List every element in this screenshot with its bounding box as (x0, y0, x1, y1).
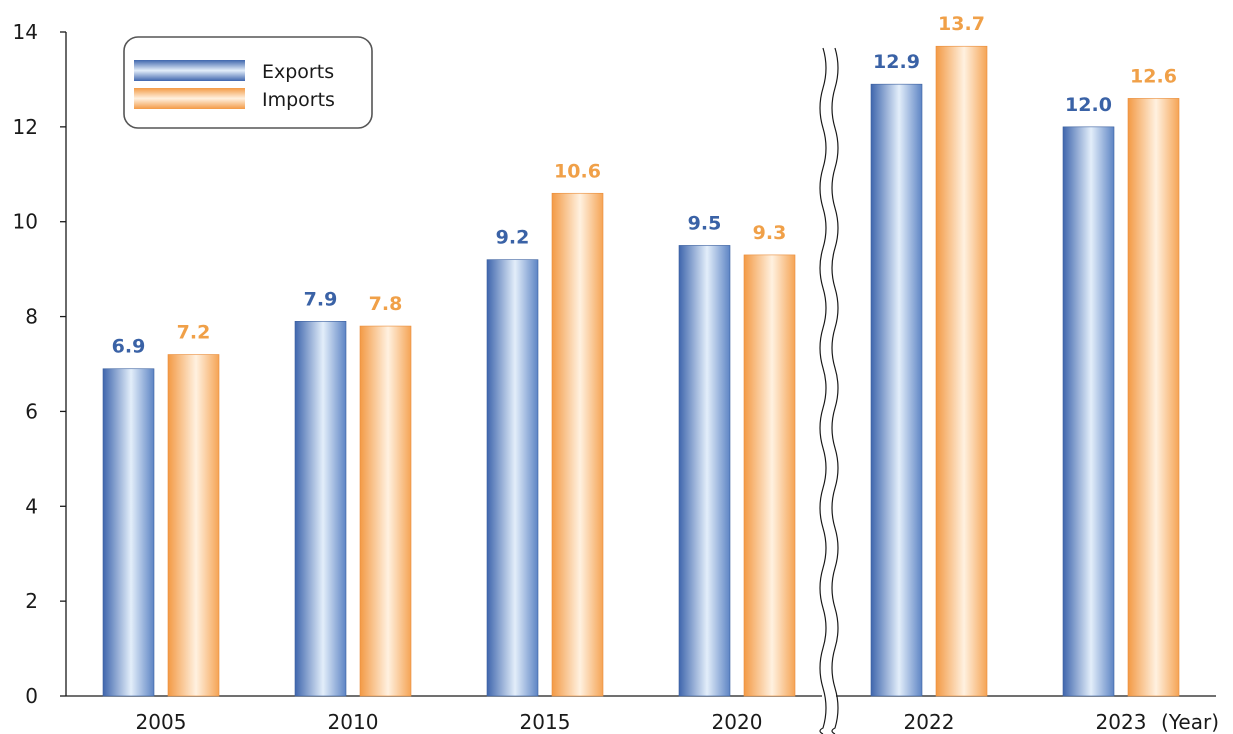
x-tick-label: 2020 (712, 710, 763, 734)
data-labels: 6.9 7.9 9.2 9.5 12.9 12.0 7.2 7.8 10.6 9.3 13.7 12.… (112, 13, 1177, 358)
legend-swatch-exports (134, 60, 245, 81)
x-tick-label: 2022 (904, 710, 955, 734)
data-label-exports-2015: 9.2 (496, 227, 530, 249)
data-label-exports-2023: 12.0 (1065, 94, 1112, 116)
y-tick-label: 6 (25, 399, 38, 423)
data-label-imports-2015: 10.6 (554, 160, 601, 182)
data-label-exports-2005: 6.9 (112, 336, 146, 358)
legend-label-imports: Imports (262, 89, 335, 111)
bar-exports-2022 (870, 83, 923, 697)
axis-break (819, 47, 839, 734)
y-tick-label: 10 (13, 210, 38, 234)
data-label-exports-2010: 7.9 (304, 288, 338, 310)
data-label-exports-2020: 9.5 (688, 212, 722, 234)
axis-break-band (822, 48, 836, 734)
x-tick-label: 2010 (328, 710, 379, 734)
data-label-exports-2022: 12.9 (873, 51, 920, 73)
data-label-imports-2010: 7.8 (369, 293, 403, 315)
x-axis: 2005 2010 2015 2020 2022 2023 (Year) (66, 695, 1219, 734)
x-tick-label: 2023 (1096, 710, 1147, 734)
data-label-imports-2020: 9.3 (753, 222, 787, 244)
x-tick-label: 2005 (136, 710, 187, 734)
legend-swatch-imports (134, 88, 245, 109)
bar-imports-2020 (743, 254, 796, 697)
bar-exports-2005 (102, 368, 155, 697)
bar-exports-2020 (678, 245, 731, 697)
bar-exports-2010 (294, 321, 347, 697)
y-tick-label: 14 (13, 20, 38, 44)
y-axis: 0 2 4 6 8 10 12 14 (13, 20, 67, 708)
bar-imports-2023 (1127, 98, 1180, 697)
y-tick-label: 0 (25, 684, 38, 708)
legend-box (123, 36, 373, 129)
data-label-imports-2005: 7.2 (177, 322, 211, 344)
bar-exports-2015 (486, 259, 539, 697)
data-label-imports-2022: 13.7 (938, 13, 985, 35)
x-tick-label: 2015 (520, 710, 571, 734)
y-tick-label: 8 (25, 305, 38, 329)
legend-label-exports: Exports (262, 61, 334, 83)
data-label-imports-2023: 12.6 (1130, 65, 1177, 87)
x-axis-unit-label: (Year) (1161, 710, 1219, 734)
axis-break-line-right (831, 47, 839, 734)
bar-imports-2010 (359, 325, 412, 697)
legend: Exports Imports (123, 36, 373, 129)
y-tick-label: 2 (25, 589, 38, 613)
bar-imports-2015 (551, 192, 604, 697)
bar-exports-2023 (1062, 126, 1115, 697)
bars (102, 45, 1180, 697)
axis-break-line-left (819, 47, 827, 734)
bar-imports-2005 (167, 354, 220, 697)
bar-imports-2022 (935, 45, 988, 697)
y-tick-label: 12 (13, 115, 38, 139)
y-tick-label: 4 (25, 494, 38, 518)
